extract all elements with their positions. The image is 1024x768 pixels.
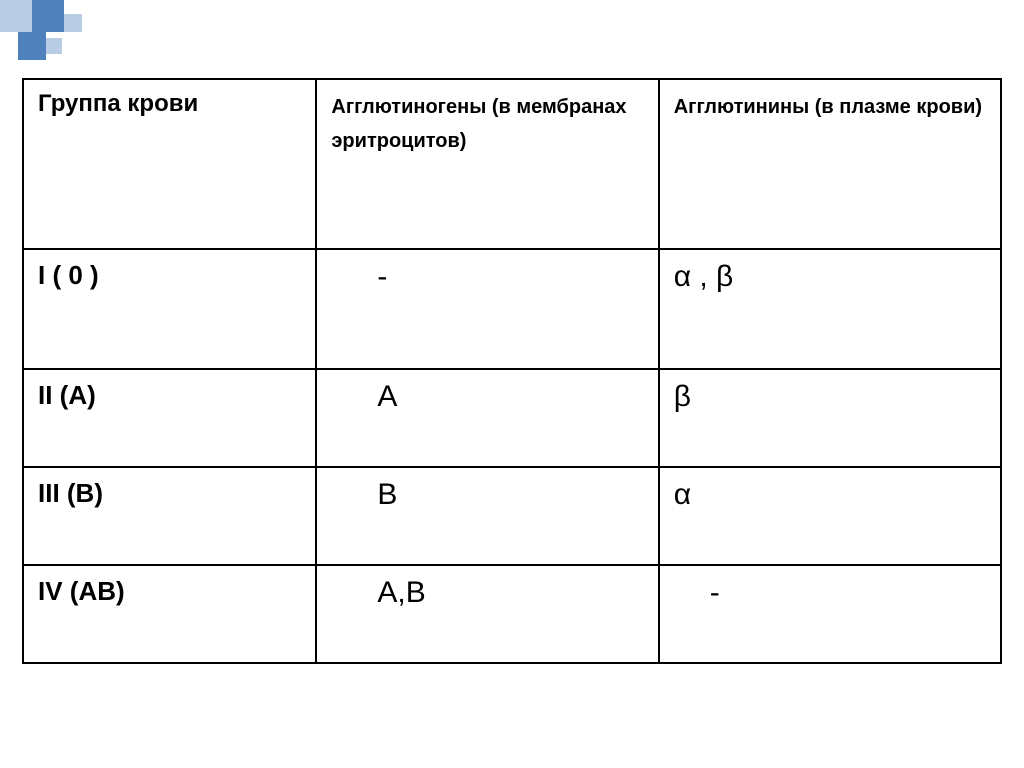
blood-groups-table-wrap: Группа крови Агглютиногены (в мембранах … (22, 78, 1002, 664)
table-cell: IV (АВ) (23, 565, 316, 663)
decoration-square (46, 38, 62, 54)
table-cell: В (316, 467, 658, 565)
table-cell: А (316, 369, 658, 467)
col-header-label: Агглютинины (в плазме крови) (674, 96, 982, 118)
col-header-label: Группа крови (38, 90, 198, 117)
table-cell: - (659, 565, 1001, 663)
table-row: IV (АВ)А,В- (23, 565, 1001, 663)
col-header-group: Группа крови (23, 79, 316, 249)
decoration-square (32, 0, 64, 32)
table-cell: II (А) (23, 369, 316, 467)
decoration-square (64, 14, 82, 32)
col-header-agglutinogens: Агглютиногены (в мембранах эритроцитов) (316, 79, 658, 249)
table-cell: β (659, 369, 1001, 467)
table-cell: α , β (659, 249, 1001, 369)
table-body: I ( 0 )-α , βII (А)АβIII (В)ВαIV (АВ)А,В… (23, 249, 1001, 663)
table-cell: α (659, 467, 1001, 565)
col-header-label: Агглютиногены (в мембранах эритроцитов) (331, 96, 626, 152)
decoration-square (18, 32, 46, 60)
blood-groups-table: Группа крови Агглютиногены (в мембранах … (22, 78, 1002, 664)
table-header-row: Группа крови Агглютиногены (в мембранах … (23, 79, 1001, 249)
corner-decoration (0, 0, 100, 70)
decoration-square (0, 0, 32, 32)
table-cell: - (316, 249, 658, 369)
table-cell: III (В) (23, 467, 316, 565)
table-row: II (А)Аβ (23, 369, 1001, 467)
table-cell: А,В (316, 565, 658, 663)
col-header-agglutinins: Агглютинины (в плазме крови) (659, 79, 1001, 249)
table-row: I ( 0 )-α , β (23, 249, 1001, 369)
table-cell: I ( 0 ) (23, 249, 316, 369)
table-row: III (В)Вα (23, 467, 1001, 565)
